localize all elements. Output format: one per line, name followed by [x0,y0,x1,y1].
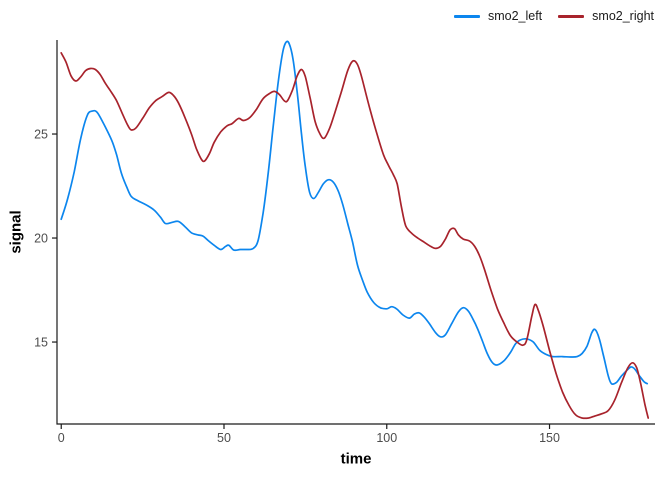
legend-key-line-icon [558,14,585,18]
y-tick-label: 15 [34,336,48,350]
y-tick-label: 20 [34,232,48,246]
x-tick-label: 100 [376,431,397,445]
legend-item-smo2-right: smo2_right [558,10,654,23]
legend-label: smo2_right [592,9,654,23]
x-tick-label: 150 [539,431,560,445]
legend-key-line-icon [453,14,480,18]
series-line-smo2_left [60,40,649,386]
legend-label: smo2_left [487,9,543,23]
y-axis-title: signal [7,210,25,254]
x-tick-label: 50 [217,431,231,445]
y-tick-label: 25 [34,128,48,142]
axis-lines [56,40,655,425]
series-line-smo2_right [60,52,650,420]
x-axis-title: time [340,450,372,468]
legend: smo2_left smo2_right [453,9,654,23]
legend-item-smo2-left: smo2_left [453,9,543,23]
x-tick-label: 0 [58,431,65,445]
